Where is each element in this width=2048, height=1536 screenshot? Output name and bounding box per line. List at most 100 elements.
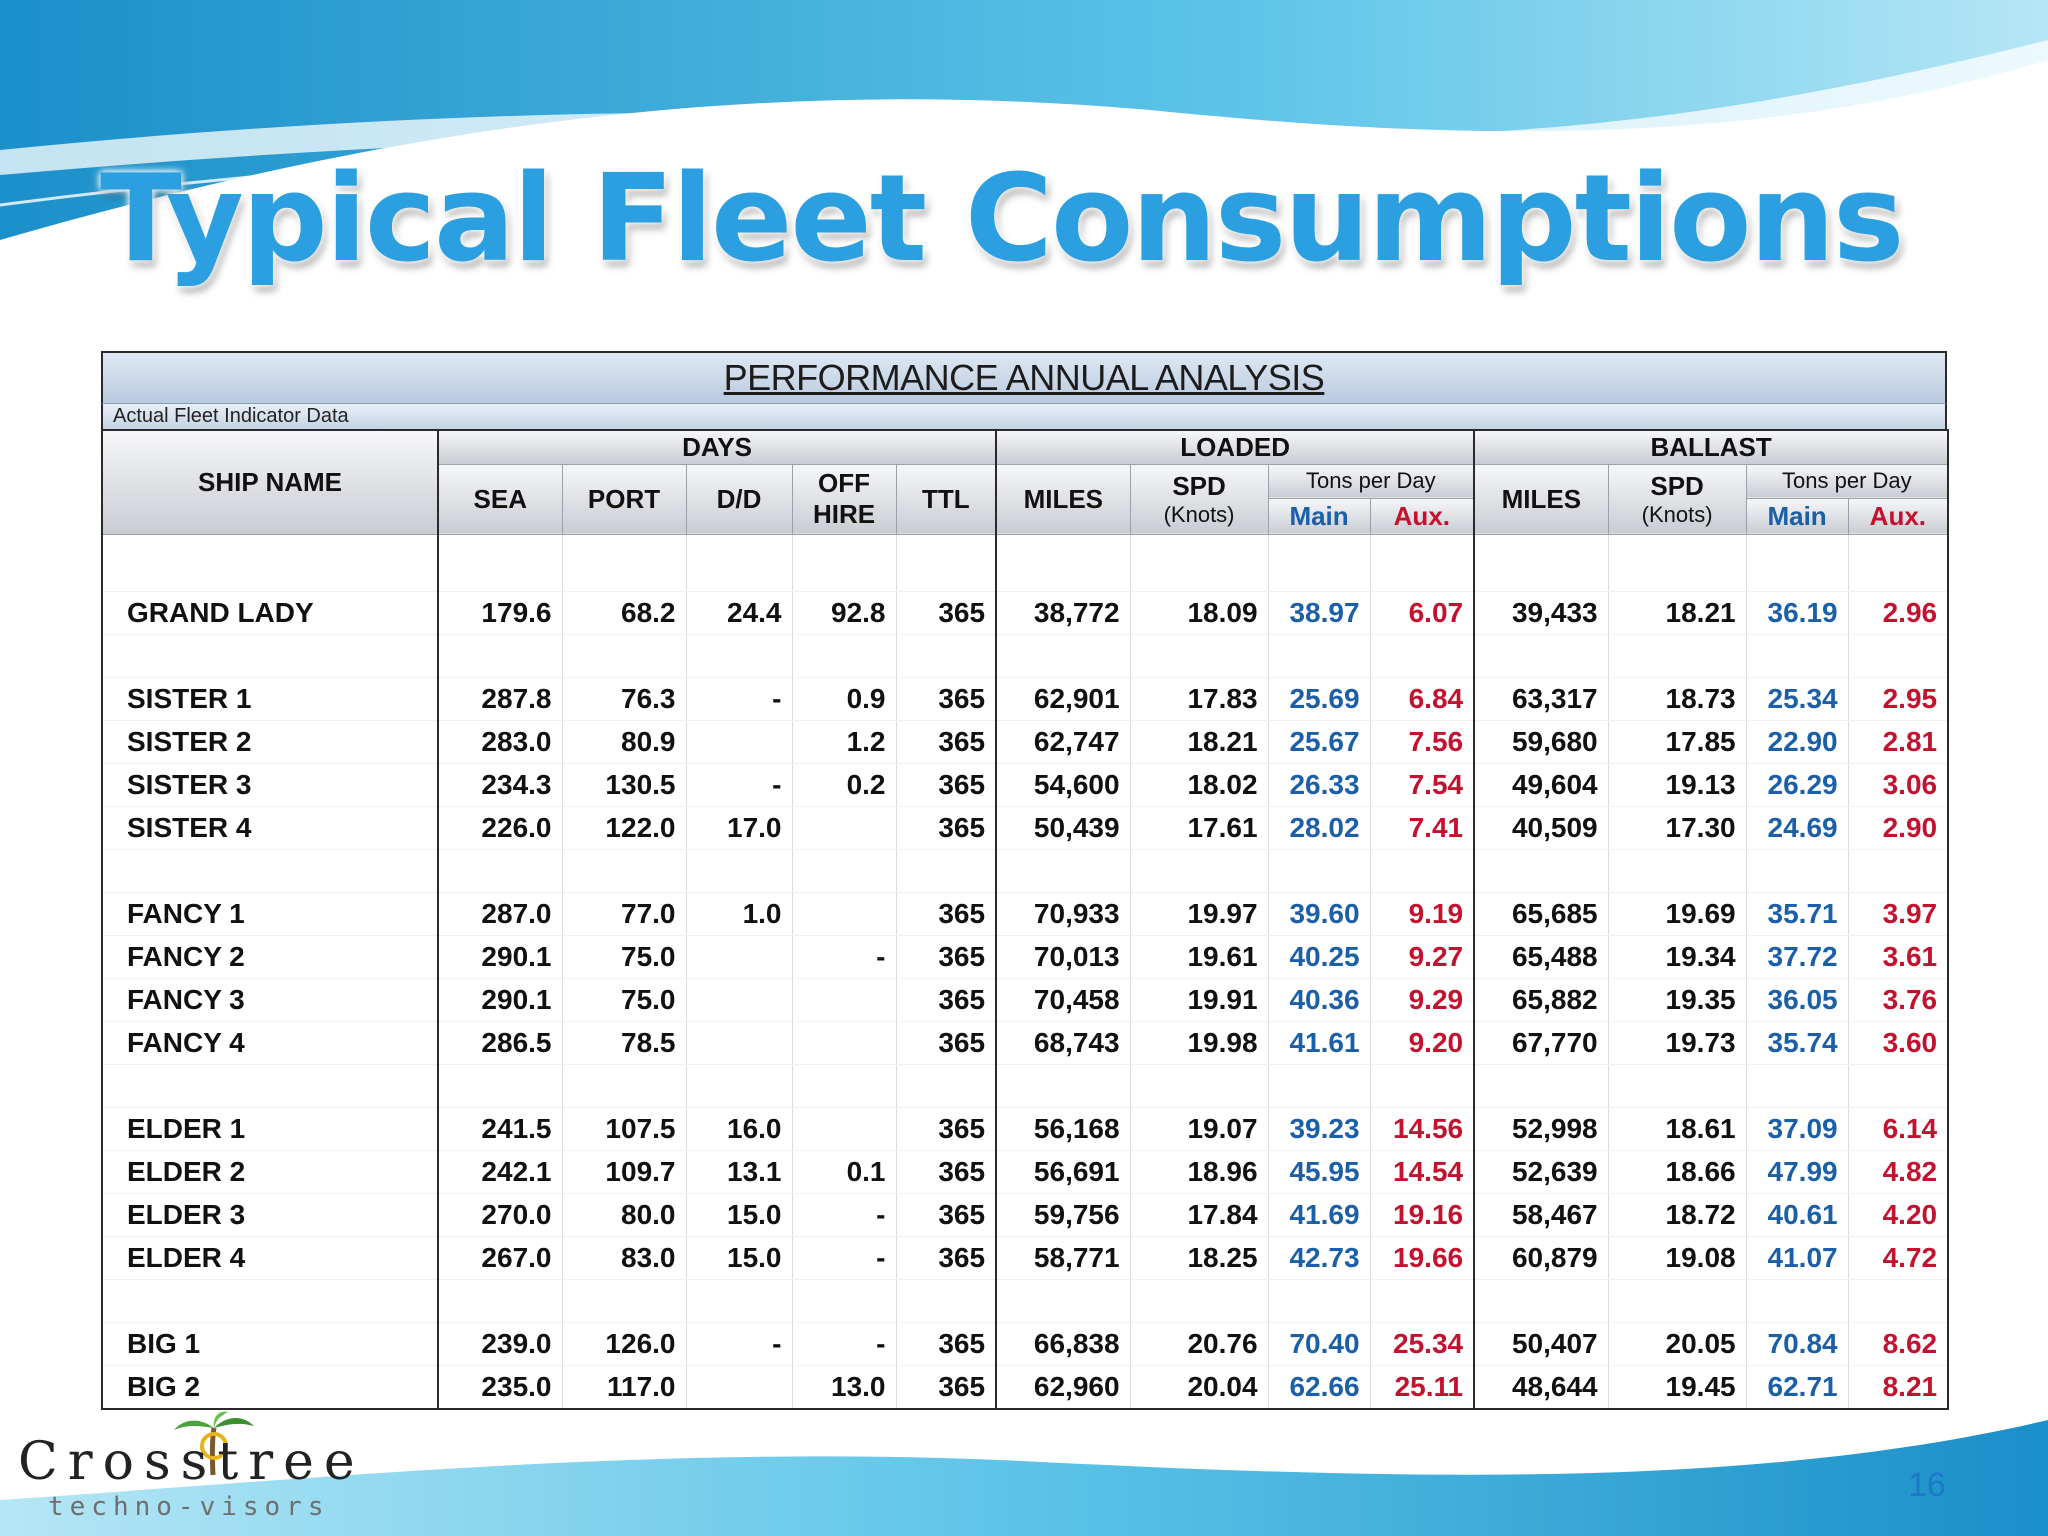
l-main-cell: 62.66 (1267, 1365, 1371, 1409)
spacer-cell (791, 634, 896, 678)
l-miles-cell: 62,747 (995, 720, 1131, 764)
dd-cell: 1.0 (685, 892, 792, 936)
header-ballast-spd: SPD (Knots) (1607, 463, 1747, 535)
b-spd-cell: 19.35 (1607, 978, 1747, 1022)
sea-cell: 241.5 (437, 1107, 562, 1151)
off-cell (791, 978, 896, 1022)
b-main-cell: 36.19 (1745, 591, 1849, 635)
logo-tagline: techno-visors (48, 1492, 330, 1522)
port-cell: 80.9 (561, 720, 686, 764)
header-loaded-spd-label: SPD (1172, 470, 1226, 501)
port-cell: 117.0 (561, 1365, 686, 1409)
l-spd-cell: 18.02 (1129, 763, 1269, 807)
spacer-cell (791, 1064, 896, 1108)
off-cell (791, 806, 896, 850)
sea-cell: 290.1 (437, 935, 562, 979)
b-spd-cell: 19.69 (1607, 892, 1747, 936)
b-spd-cell: 19.13 (1607, 763, 1747, 807)
port-cell: 126.0 (561, 1322, 686, 1366)
sea-cell: 235.0 (437, 1365, 562, 1409)
b-miles-cell: 48,644 (1473, 1365, 1609, 1409)
l-miles-cell: 56,168 (995, 1107, 1131, 1151)
l-aux-cell: 25.11 (1369, 1365, 1475, 1409)
spacer-cell (791, 849, 896, 893)
spacer-cell (1129, 534, 1269, 592)
dd-cell (685, 978, 792, 1022)
b-spd-cell: 19.73 (1607, 1021, 1747, 1065)
l-miles-cell: 70,458 (995, 978, 1131, 1022)
l-main-cell: 41.69 (1267, 1193, 1371, 1237)
header-ballast-spd-label: SPD (1650, 470, 1704, 501)
spacer-cell (895, 849, 997, 893)
port-cell: 75.0 (561, 978, 686, 1022)
spacer-cell (1267, 1279, 1371, 1323)
dd-cell: 24.4 (685, 591, 792, 635)
spacer-cell (995, 534, 1131, 592)
ttl-cell: 365 (895, 978, 997, 1022)
l-aux-cell: 6.84 (1369, 677, 1475, 721)
l-spd-cell: 20.04 (1129, 1365, 1269, 1409)
header-dd: D/D (685, 463, 793, 535)
off-cell (791, 1021, 896, 1065)
spacer-cell (685, 849, 792, 893)
spacer-cell (101, 1279, 438, 1323)
ttl-cell: 365 (895, 1236, 997, 1280)
b-main-cell: 24.69 (1745, 806, 1849, 850)
off-cell: 0.1 (791, 1150, 896, 1194)
l-main-cell: 39.60 (1267, 892, 1371, 936)
spacer-cell (1847, 634, 1949, 678)
b-main-cell: 37.09 (1745, 1107, 1849, 1151)
header-ballast-aux: Aux. (1847, 497, 1949, 535)
table-row: GRAND LADY 179.6 68.2 24.4 92.8 365 38,772 18.0… (101, 591, 1949, 635)
ttl-cell: 365 (895, 935, 997, 979)
b-aux-cell: 4.20 (1847, 1193, 1949, 1237)
header-loaded-main: Main (1267, 497, 1371, 535)
header-loaded-miles: MILES (995, 463, 1131, 535)
l-spd-cell: 19.07 (1129, 1107, 1269, 1151)
spacer-cell (1607, 1279, 1747, 1323)
spacer-cell (1847, 849, 1949, 893)
off-cell: - (791, 935, 896, 979)
header-loaded-aux: Aux. (1369, 497, 1476, 535)
ship-name-cell: SISTER 4 (101, 806, 438, 850)
header-off-line: OFF (818, 468, 870, 498)
spacer-cell (1473, 1064, 1609, 1108)
table-row: ELDER 1 241.5 107.5 16.0 365 56,168 19.07 39.23… (101, 1107, 1949, 1151)
port-cell: 78.5 (561, 1021, 686, 1065)
spacer-cell (791, 534, 896, 592)
b-aux-cell: 4.82 (1847, 1150, 1949, 1194)
header-ballast-tons-per-day: Tons per Day (1745, 463, 1949, 499)
dd-cell (685, 1365, 792, 1409)
l-spd-cell: 20.76 (1129, 1322, 1269, 1366)
logo-name: Crosstree (18, 1432, 365, 1492)
l-miles-cell: 66,838 (995, 1322, 1131, 1366)
table-row: SISTER 3 234.3 130.5-0.2 365 54,600 18.02 26.3… (101, 763, 1949, 807)
b-main-cell: 37.72 (1745, 935, 1849, 979)
l-spd-cell: 18.21 (1129, 720, 1269, 764)
spacer-cell (1473, 849, 1609, 893)
header-port: PORT (561, 463, 687, 535)
palm-tree-icon (174, 1411, 254, 1476)
spacer-cell (1129, 849, 1269, 893)
spacer-cell (1129, 634, 1269, 678)
off-cell: 0.2 (791, 763, 896, 807)
ship-name-cell: SISTER 3 (101, 763, 438, 807)
spacer-cell (1607, 534, 1747, 592)
ship-name-cell: SISTER 1 (101, 677, 438, 721)
off-cell: - (791, 1322, 896, 1366)
dd-cell: 13.1 (685, 1150, 792, 1194)
ttl-cell: 365 (895, 677, 997, 721)
table-row: FANCY 4 286.5 78.5 365 68,743 19.98 41.61 9.20 6… (101, 1021, 1949, 1065)
sea-cell: 283.0 (437, 720, 562, 764)
ship-name-cell: FANCY 3 (101, 978, 438, 1022)
fleet-table-body: GRAND LADY 179.6 68.2 24.4 92.8 365 38,772 18.0… (101, 534, 1949, 1409)
spacer-cell (1847, 534, 1949, 592)
l-miles-cell: 70,013 (995, 935, 1131, 979)
b-spd-cell: 17.30 (1607, 806, 1747, 850)
spacer-cell (561, 1064, 686, 1108)
dd-cell: 15.0 (685, 1236, 792, 1280)
header-days: DAYS (437, 429, 998, 465)
sea-cell: 239.0 (437, 1322, 562, 1366)
spacer-cell (1745, 534, 1849, 592)
